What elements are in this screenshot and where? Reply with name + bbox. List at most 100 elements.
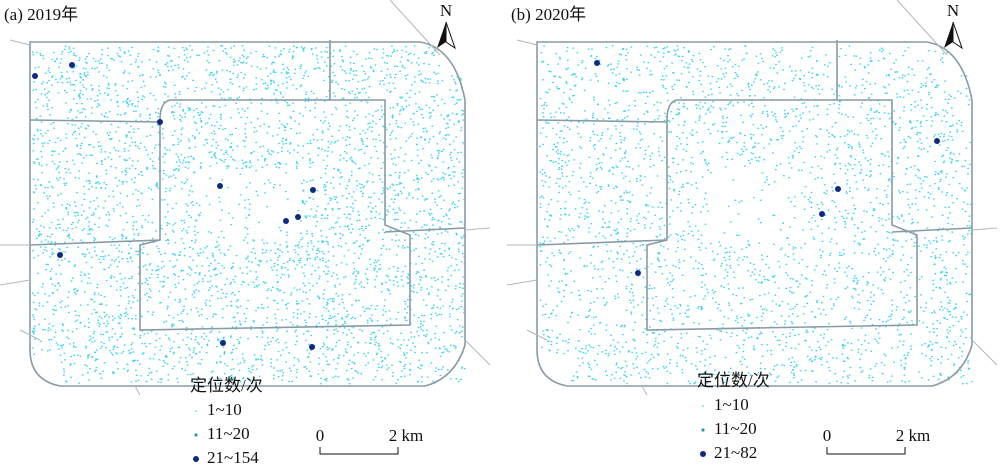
point — [593, 301, 595, 303]
point — [378, 213, 381, 215]
point — [300, 84, 303, 86]
point — [261, 303, 263, 305]
point — [381, 282, 383, 284]
point — [332, 348, 334, 351]
point — [171, 326, 173, 328]
point — [430, 277, 433, 279]
point — [410, 250, 412, 252]
point — [317, 240, 320, 243]
point — [763, 275, 765, 278]
point — [724, 259, 727, 261]
point — [959, 335, 962, 337]
point — [226, 53, 228, 55]
point — [55, 168, 58, 170]
point — [220, 45, 222, 47]
point — [457, 269, 460, 271]
point — [173, 144, 175, 146]
point — [326, 349, 329, 351]
point — [112, 348, 115, 350]
point — [854, 380, 856, 382]
point — [217, 297, 219, 300]
point — [610, 63, 612, 65]
point — [337, 376, 340, 378]
point — [111, 138, 113, 140]
point — [353, 127, 356, 130]
point — [40, 133, 42, 135]
point — [636, 355, 639, 358]
point — [725, 264, 728, 266]
point — [207, 340, 210, 342]
point — [137, 273, 140, 275]
point — [98, 217, 101, 219]
point — [352, 207, 354, 209]
point — [288, 76, 291, 78]
point — [107, 47, 109, 49]
point — [183, 54, 186, 56]
point — [116, 100, 119, 103]
point — [165, 239, 167, 242]
point — [178, 141, 180, 143]
point — [860, 371, 863, 373]
point — [416, 137, 418, 139]
point — [205, 82, 208, 84]
point — [70, 108, 72, 111]
point — [172, 115, 175, 117]
point — [450, 265, 452, 267]
point — [454, 345, 457, 348]
point — [385, 248, 388, 250]
point — [274, 163, 276, 165]
point — [50, 242, 52, 244]
point — [847, 143, 850, 146]
point — [368, 57, 370, 59]
point — [230, 293, 233, 295]
point — [556, 87, 559, 90]
point — [242, 377, 244, 380]
point — [940, 362, 942, 364]
point — [170, 111, 173, 114]
point — [436, 156, 439, 159]
point — [442, 366, 444, 368]
point — [435, 73, 437, 75]
point — [438, 132, 441, 135]
point — [96, 95, 99, 97]
point — [460, 305, 462, 308]
point — [163, 86, 165, 88]
point — [33, 257, 35, 259]
point — [171, 347, 174, 349]
point — [274, 242, 276, 244]
point — [407, 339, 410, 341]
point — [177, 138, 179, 140]
point — [360, 227, 363, 230]
point — [415, 174, 418, 177]
point — [907, 198, 909, 201]
point — [399, 171, 401, 174]
point — [371, 314, 373, 316]
point — [66, 71, 68, 73]
point — [738, 257, 740, 259]
point — [365, 355, 367, 357]
point — [139, 142, 142, 145]
point — [167, 296, 170, 298]
point — [948, 183, 951, 186]
point — [459, 192, 461, 195]
point — [32, 314, 34, 316]
point — [229, 375, 232, 378]
point — [206, 344, 209, 347]
point — [948, 326, 951, 328]
point — [326, 301, 328, 303]
point — [319, 67, 321, 69]
point — [75, 328, 78, 330]
point — [134, 167, 137, 170]
point — [317, 154, 320, 156]
point — [353, 362, 356, 364]
point — [114, 345, 116, 347]
point — [304, 106, 307, 108]
point — [302, 189, 305, 191]
point — [36, 158, 39, 160]
point — [250, 328, 252, 330]
point — [127, 303, 130, 305]
point — [351, 160, 354, 163]
point — [189, 107, 191, 109]
point — [159, 73, 161, 76]
point — [719, 330, 721, 332]
